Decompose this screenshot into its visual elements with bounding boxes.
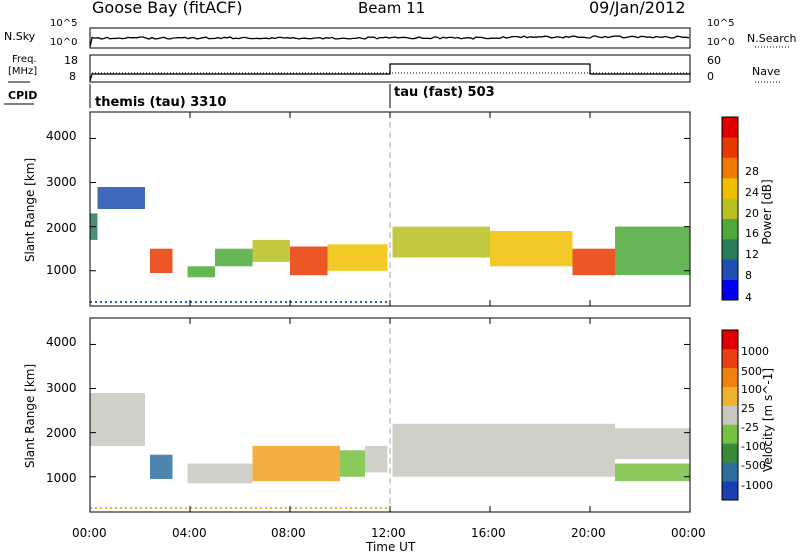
- power-echo-region-9: [490, 231, 573, 267]
- velocity-cb-tick-neg1000: -1000: [741, 479, 773, 492]
- velocity-cb-tick-neg500: -500: [741, 459, 766, 472]
- power-colorbar-segment: [722, 178, 738, 199]
- beam-title: Beam 11: [358, 0, 426, 17]
- power-colorbar-segment: [722, 239, 738, 260]
- velocity-ytick-3000: 3000: [46, 381, 77, 395]
- noise-right-tick-low: 10^0: [707, 37, 735, 48]
- freq-label-line1: Freq.: [12, 54, 37, 65]
- velocity-echo-region-4: [340, 450, 365, 477]
- power-cb-tick-20: 20: [745, 207, 759, 220]
- freq-right-tick-low: 0: [707, 70, 714, 83]
- noise-left-tick-low: 10^0: [50, 37, 78, 48]
- power-ytick-1000: 1000: [46, 263, 77, 277]
- velocity-echo-region-0: [90, 393, 145, 446]
- freq-left-tick-low: 8: [69, 70, 76, 83]
- xtick-2400: 00:00: [671, 526, 706, 540]
- date-title: 09/Jan/2012: [589, 0, 686, 17]
- velocity-colorbar-segment: [722, 367, 738, 387]
- power-echo-region-8: [392, 226, 490, 258]
- power-cb-tick-28: 28: [745, 165, 759, 178]
- velocity-colorbar-segment: [722, 330, 738, 350]
- xtick-0800: 08:00: [271, 526, 306, 540]
- power-echo-region-3: [187, 266, 215, 278]
- power-cb-tick-8: 8: [745, 269, 752, 282]
- power-echo-region-7: [327, 244, 388, 271]
- freq-left-tick-high: 18: [64, 54, 78, 67]
- cpid-segment-2: tau (fast) 503: [394, 85, 495, 100]
- power-echo-region-1: [97, 187, 145, 209]
- velocity-cb-tick-1000: 1000: [741, 345, 769, 358]
- cpid-segment-1: themis (tau) 3310: [95, 95, 227, 110]
- power-ytick-2000: 2000: [46, 221, 77, 235]
- noise-sky-trace: [89, 35, 690, 48]
- velocity-echo-region-6: [392, 423, 615, 477]
- velocity-colorbar-segment: [722, 424, 738, 444]
- velocity-cb-tick-500: 500: [741, 365, 762, 378]
- power-cb-tick-4: 4: [745, 291, 752, 304]
- velocity-cb-tick-100: 100: [741, 383, 762, 396]
- power-cb-tick-24: 24: [745, 186, 759, 199]
- x-axis-label: Time UT: [366, 540, 416, 554]
- freq-label-line2: [MHz]: [8, 66, 38, 77]
- power-ytick-3000: 3000: [46, 175, 77, 189]
- power-cb-tick-12: 12: [745, 248, 759, 261]
- velocity-cb-tick-neg100: -100: [741, 440, 766, 453]
- power-colorbar-frame: [721, 116, 739, 301]
- velocity-ytick-4000: 4000: [46, 335, 77, 349]
- velocity-colorbar-frame: [721, 329, 739, 501]
- velocity-cb-tick-neg25: -25: [741, 421, 759, 434]
- cpid-label: CPID: [8, 89, 38, 102]
- station-title: Goose Bay (fitACF): [92, 0, 243, 17]
- velocity-echo-region-7: [615, 463, 690, 482]
- noise-right-tick-high: 10^5: [707, 18, 735, 29]
- velocity-echo-region-1: [150, 454, 173, 479]
- velocity-colorbar-segment: [722, 386, 738, 406]
- power-echo-region-2: [150, 248, 173, 273]
- power-colorbar-segment: [722, 117, 738, 138]
- power-echo-region-6: [290, 246, 328, 276]
- velocity-colorbar-segment: [722, 481, 738, 501]
- xtick-0400: 04:00: [172, 526, 207, 540]
- xtick-2000: 20:00: [571, 526, 606, 540]
- xtick-1600: 16:00: [471, 526, 506, 540]
- velocity-echo-region-5: [365, 445, 388, 473]
- freq-trace: [89, 63, 690, 82]
- velocity-echo-region-3: [252, 445, 340, 482]
- power-echo-region-11: [615, 226, 690, 276]
- power-ytick-4000: 4000: [46, 129, 77, 143]
- xtick-0000: 00:00: [72, 526, 107, 540]
- velocity-echo-region-2: [187, 463, 253, 484]
- nave-label: Nave: [752, 65, 781, 78]
- power-colorbar-segment: [722, 259, 738, 280]
- velocity-colorbar-segment: [722, 462, 738, 482]
- power-cb-tick-16: 16: [745, 227, 759, 240]
- power-colorbar-segment: [722, 218, 738, 240]
- noise-sky-label: N.Sky: [4, 30, 36, 43]
- power-colorbar-segment: [722, 137, 738, 158]
- velocity-colorbar-segment: [722, 348, 738, 369]
- velocity-ytick-2000: 2000: [46, 426, 77, 440]
- power-colorbar-segment: [722, 157, 738, 179]
- power-echo-region-4: [215, 248, 253, 267]
- velocity-echo-region-8: [615, 428, 690, 460]
- noise-panel-frame: [89, 27, 691, 49]
- noise-left-tick-high: 10^5: [50, 18, 78, 29]
- xtick-1200: 12:00: [371, 526, 406, 540]
- power-echo-region-10: [572, 248, 615, 276]
- power-echo-region-5: [252, 239, 290, 262]
- velocity-colorbar-segment: [722, 405, 738, 425]
- freq-right-tick-high: 60: [707, 54, 721, 67]
- velocity-colorbar-segment: [722, 443, 738, 463]
- power-colorbar-segment: [722, 279, 738, 301]
- velocity-ytick-1000: 1000: [46, 471, 77, 485]
- velocity-cb-tick-25: 25: [741, 402, 755, 415]
- freq-panel-frame: [89, 54, 691, 83]
- noise-search-label: N.Search: [747, 32, 797, 45]
- power-colorbar-segment: [722, 198, 738, 219]
